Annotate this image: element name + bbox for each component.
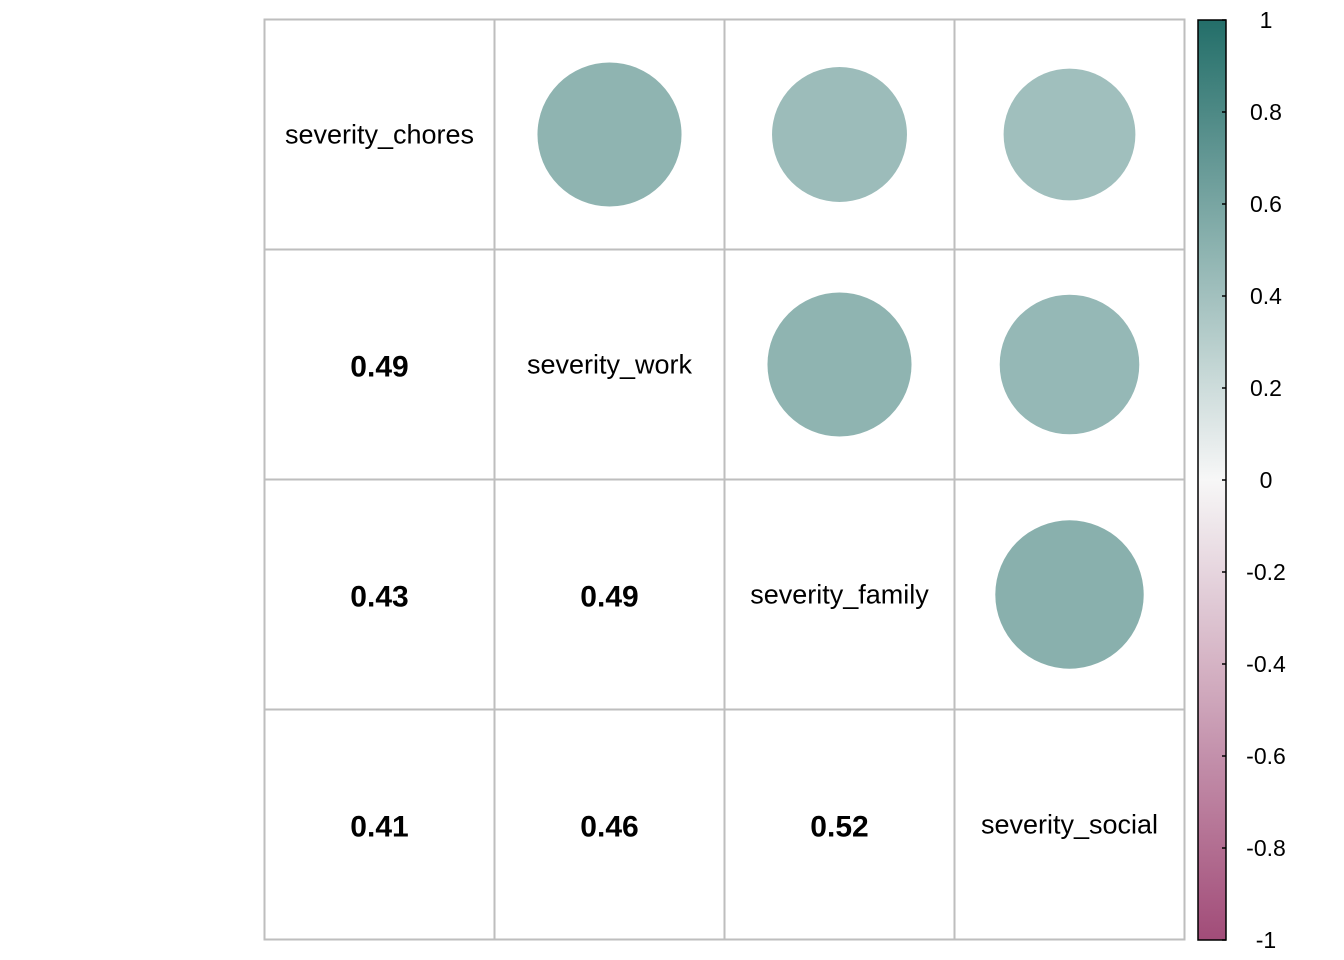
coefficient-label: 0.43	[350, 581, 408, 614]
colorbar-tick-label: 0.2	[1250, 375, 1282, 401]
colorbar-tick-label: 0.6	[1250, 191, 1282, 217]
coefficient-label: 0.46	[580, 811, 638, 844]
correlation-circle-severity_family-severity_social	[995, 520, 1144, 669]
matrix-cell	[953, 708, 1186, 941]
matrix-cell	[493, 708, 726, 941]
matrix-cell	[493, 478, 726, 711]
correlation-circle-severity_chores-severity_social	[1003, 68, 1136, 201]
matrix-cell	[263, 248, 496, 481]
correlation-circle-severity_chores-severity_work	[537, 62, 682, 207]
colorbar-tick-label: -0.2	[1246, 559, 1286, 585]
variable-label-severity_social: severity_social	[981, 810, 1158, 840]
coefficient-label: 0.52	[810, 811, 868, 844]
color-legend: 1 0.8 0.6 0.4 0.2 0 -0.2 -0.4 -0.6 -0.8 -1	[1197, 7, 1286, 953]
correlation-circle-severity_work-severity_social	[999, 294, 1140, 435]
correlation-matrix: severity_chores severity_work severity_fam…	[263, 18, 1186, 941]
colorbar-tick-label: -1	[1256, 927, 1276, 953]
colorbar-tick-label: -0.6	[1246, 743, 1286, 769]
colorbar-tick-label: 0	[1260, 467, 1273, 493]
matrix-cell	[493, 248, 726, 481]
colorbar-tick-label: 0.8	[1250, 99, 1282, 125]
colorbar-tick-label: -0.4	[1246, 651, 1286, 677]
coefficient-label: 0.49	[350, 351, 408, 384]
correlation-circle-severity_work-severity_family	[767, 292, 912, 437]
colorbar-tick-label: 1	[1260, 7, 1273, 33]
colorbar-tick-label: 0.4	[1250, 283, 1282, 309]
colorbar	[1197, 19, 1227, 941]
matrix-cell	[263, 708, 496, 941]
variable-label-severity_work: severity_work	[527, 350, 693, 380]
matrix-cell	[263, 18, 496, 251]
colorbar-tick-label: -0.8	[1246, 835, 1286, 861]
correlation-circle-severity_chores-severity_family	[772, 67, 907, 202]
coefficient-label: 0.49	[580, 581, 638, 614]
matrix-cell	[723, 708, 956, 941]
variable-label-severity_family: severity_family	[750, 580, 929, 610]
variable-label-severity_chores: severity_chores	[285, 120, 474, 150]
coefficient-label: 0.41	[350, 811, 408, 844]
